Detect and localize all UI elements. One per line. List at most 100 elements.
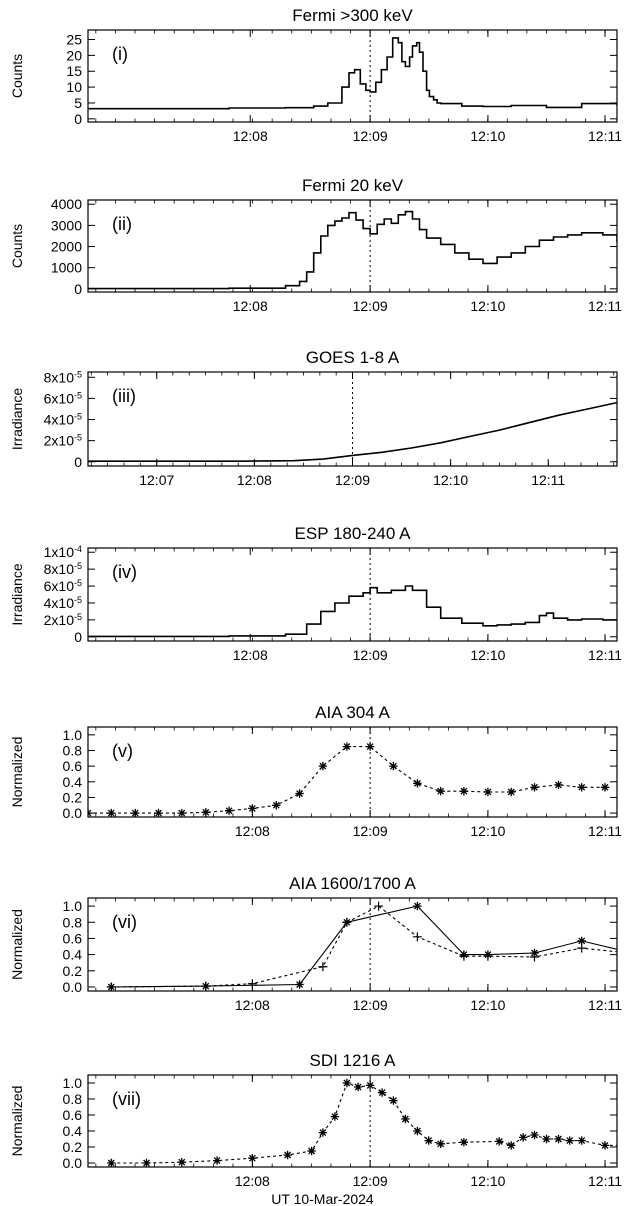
data-point xyxy=(247,979,257,989)
data-point xyxy=(495,1137,504,1146)
series-line xyxy=(88,746,605,814)
y-axis-label: Normalized xyxy=(9,737,25,808)
data-point xyxy=(459,787,469,796)
plot-frame xyxy=(87,897,618,992)
x-tick-label: 12:09 xyxy=(353,128,388,144)
series-line xyxy=(88,210,617,290)
data-point xyxy=(283,1150,292,1160)
data-point xyxy=(307,1146,316,1156)
y-tick-label: 2000 xyxy=(51,239,82,255)
x-tick-label: 12:07 xyxy=(139,472,174,488)
data-layer xyxy=(88,210,617,290)
data-layer xyxy=(106,901,633,991)
data-point xyxy=(177,1158,186,1167)
series-line xyxy=(111,905,617,988)
x-tick-label: 12:08 xyxy=(233,128,268,144)
y-tick-label: 10 xyxy=(66,79,82,95)
x-tick-label: 12:08 xyxy=(237,472,272,488)
y-axis-label: Normalized xyxy=(9,1086,25,1157)
data-point xyxy=(424,1136,433,1145)
data-point xyxy=(483,787,493,797)
y-axis-label: Irradiance xyxy=(9,563,25,625)
y-tick-label: 0.6 xyxy=(63,1107,83,1123)
series-line xyxy=(88,585,617,638)
x-tick-label: 12:09 xyxy=(335,472,370,488)
x-tick-label: 12:09 xyxy=(353,823,388,839)
data-point xyxy=(625,1141,633,1149)
y-tick-label: 6x10-5 xyxy=(44,390,82,406)
data-point xyxy=(624,948,633,957)
data-point xyxy=(318,962,328,972)
panel-title: AIA 304 A xyxy=(315,703,390,722)
panel-label: (vi) xyxy=(112,912,137,932)
y-tick-label: 0.2 xyxy=(63,963,83,979)
panel-title: SDI 1216 A xyxy=(309,1051,396,1070)
data-point xyxy=(318,1128,328,1137)
x-tick-label: 12:09 xyxy=(353,298,388,314)
data-point xyxy=(565,1136,574,1145)
data-point xyxy=(272,801,281,810)
y-tick-label: 1x10-4 xyxy=(44,544,82,560)
x-tick-label: 12:11 xyxy=(588,1173,622,1189)
y-tick-label: 0.0 xyxy=(63,979,83,995)
y-tick-label: 2x10-5 xyxy=(44,433,82,449)
y-tick-label: 0.8 xyxy=(63,914,83,930)
panel-title: Fermi 20 keV xyxy=(302,176,404,195)
data-point xyxy=(353,1082,363,1092)
panel-title: ESP 180-240 A xyxy=(295,524,412,543)
data-point xyxy=(88,808,93,817)
x-axis-label: UT 10-Mar-2024 xyxy=(271,1191,374,1206)
data-point xyxy=(413,779,422,788)
x-tick-label: 12:10 xyxy=(433,472,468,488)
x-tick-label: 12:11 xyxy=(588,647,622,663)
data-point xyxy=(530,1130,539,1140)
x-tick-label: 12:09 xyxy=(353,647,388,663)
data-point xyxy=(436,787,445,796)
data-point xyxy=(389,761,398,771)
y-tick-label: 0.0 xyxy=(63,805,83,821)
y-tick-label: 0.2 xyxy=(63,1139,83,1155)
plot-frame xyxy=(87,199,618,293)
y-tick-label: 0 xyxy=(74,281,82,297)
y-tick-label: 0.4 xyxy=(63,774,83,790)
plot-frame xyxy=(87,1074,618,1168)
data-point xyxy=(177,808,186,817)
data-point xyxy=(377,1088,387,1097)
panel-2: Fermi 20 keV 12:08 12:09 12:10 12:11 0 1000 200… xyxy=(9,176,622,314)
y-tick-label: 3000 xyxy=(51,217,82,233)
panel-title: Fermi >300 keV xyxy=(292,6,413,25)
data-point xyxy=(529,952,539,962)
data-point xyxy=(248,1154,257,1163)
y-tick-label: 0.6 xyxy=(63,758,83,774)
data-point xyxy=(483,951,493,961)
data-layer xyxy=(88,37,617,110)
y-tick-label: 1.0 xyxy=(63,898,83,914)
data-point xyxy=(365,1081,375,1090)
data-point xyxy=(401,1114,410,1124)
data-point xyxy=(342,1078,352,1088)
y-tick-label: 4x10-5 xyxy=(44,595,82,611)
data-layer xyxy=(88,742,610,817)
x-tick-label: 12:10 xyxy=(470,997,505,1013)
data-point xyxy=(295,789,304,798)
plot-frame xyxy=(87,726,618,818)
y-tick-label: 0 xyxy=(74,111,82,127)
x-tick-label: 12:11 xyxy=(588,128,622,144)
x-tick-label: 12:11 xyxy=(531,472,565,488)
y-tick-label: 4000 xyxy=(51,196,82,212)
data-point xyxy=(295,980,304,989)
y-tick-label: 0.8 xyxy=(63,742,83,758)
data-point xyxy=(201,808,210,817)
panel-label: (vii) xyxy=(112,1089,141,1109)
x-tick-label: 12:09 xyxy=(353,1173,388,1189)
panel-label: (iv) xyxy=(112,562,137,582)
data-point xyxy=(154,808,163,817)
panel-6: AIA 1600/1700 A12:08 12:09 12:10 12:110.00.… xyxy=(9,874,633,1013)
y-tick-label: 8x10-5 xyxy=(44,369,82,385)
data-point xyxy=(365,742,375,751)
x-tick-label: 12:08 xyxy=(233,647,268,663)
data-point xyxy=(330,1112,340,1121)
x-tick-label: 12:10 xyxy=(470,298,505,314)
x-tick-label: 12:08 xyxy=(235,823,270,839)
x-tick-label: 12:08 xyxy=(235,1173,270,1189)
